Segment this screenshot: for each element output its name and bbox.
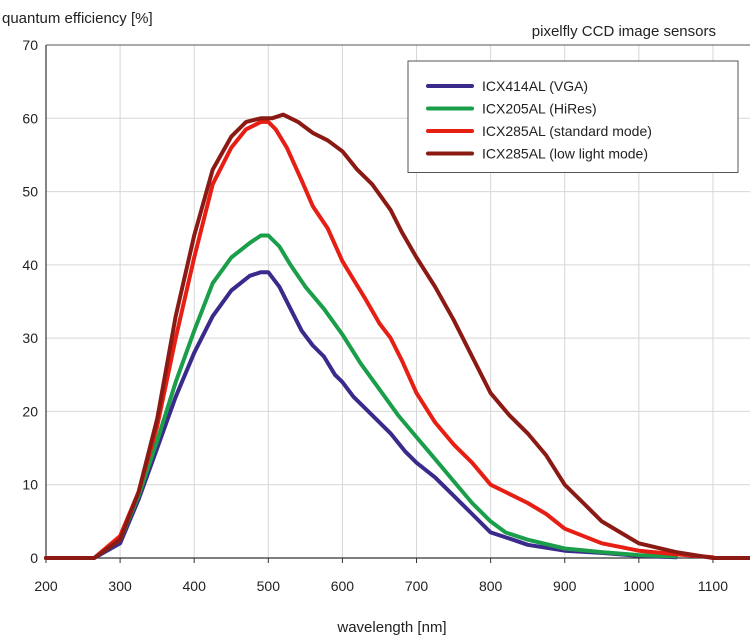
x-tick-label: 800: [479, 578, 503, 594]
y-tick-label: 20: [22, 403, 38, 419]
x-tick-label: 200: [34, 578, 58, 594]
x-tick-label: 400: [183, 578, 207, 594]
chart-legend: ICX414AL (VGA) ICX205AL (HiRes) ICX285AL (…: [407, 60, 739, 173]
x-tick-label: 1100: [698, 578, 728, 594]
y-tick-label: 50: [22, 184, 38, 200]
y-tick-label: 40: [22, 257, 38, 273]
y-tick-label: 30: [22, 330, 38, 346]
x-tick-label: 600: [331, 578, 355, 594]
x-tick-label: 1000: [623, 578, 654, 594]
chart-title: pixelfly CCD image sensors: [532, 23, 716, 40]
y-tick-label: 60: [22, 110, 38, 126]
legend-label: ICX414AL (VGA): [482, 78, 588, 94]
series-line-1: [44, 270, 678, 560]
x-tick-label: 900: [553, 578, 577, 594]
y-tick-label: 10: [22, 477, 38, 493]
x-tick-label: 700: [405, 578, 429, 594]
y-tick-label: 0: [30, 550, 38, 566]
legend-label: ICX205AL (HiRes): [482, 101, 597, 117]
chart-axes: 0 10 20 30 40 50 60 70 200 300 400 500 600 700 800 900 1…: [22, 37, 750, 594]
series-line-3: [44, 119, 715, 560]
x-tick-label: 500: [257, 578, 281, 594]
legend-label: ICX285AL (standard mode): [482, 123, 652, 139]
legend-label: ICX285AL (low light mode): [482, 146, 648, 162]
y-tick-label: 70: [22, 37, 38, 53]
series-line-4: [44, 112, 750, 560]
series-line-2: [44, 233, 678, 560]
chart-series: [44, 112, 750, 560]
x-tick-label: 300: [108, 578, 132, 594]
x-axis-label: wavelength [nm]: [336, 619, 446, 636]
y-axis-label: quantum efficiency [%]: [2, 10, 153, 27]
